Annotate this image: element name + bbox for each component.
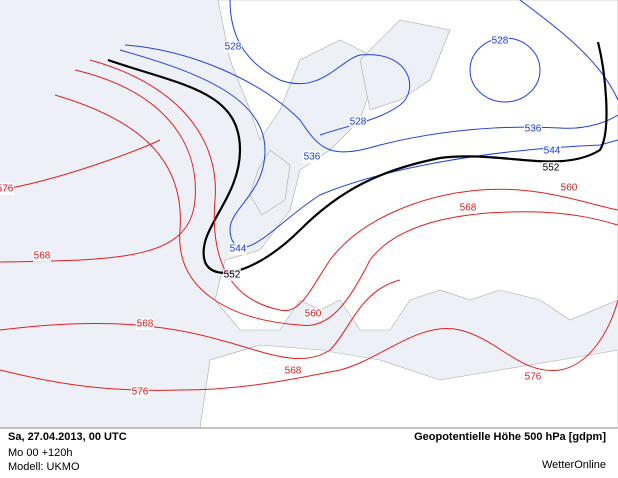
label-bg	[0, 183, 14, 195]
contour-label: 528	[350, 117, 367, 128]
label-bg	[491, 35, 509, 47]
label-bg	[524, 371, 542, 383]
contour-552	[107, 41, 608, 274]
land-europe	[214, 0, 618, 331]
contour-label: 552	[543, 163, 560, 174]
contour-label: 576	[0, 184, 14, 195]
contour-label: 544	[230, 244, 247, 255]
label-bg	[136, 318, 154, 330]
contour-568	[0, 279, 401, 360]
contour-labels: 5285285285365365445445525525605685765685…	[0, 35, 578, 398]
datetime: Sa, 27.04.2013, 00 UTC	[8, 431, 127, 443]
label-bg	[131, 386, 149, 398]
label-bg	[304, 308, 322, 320]
contour-568	[54, 94, 618, 327]
contour-label: 536	[525, 124, 542, 135]
label-bg	[459, 202, 477, 214]
label-bg	[542, 162, 560, 174]
label-bg	[229, 243, 247, 255]
label-bg	[524, 123, 542, 135]
contour-label: 528	[492, 36, 509, 47]
contour-label: 560	[305, 309, 322, 320]
label-bg	[284, 365, 302, 377]
contour-label: 536	[304, 152, 321, 163]
contour-label: 568	[460, 203, 477, 214]
contour-label: 560	[561, 183, 578, 194]
baltic	[359, 19, 451, 111]
contour-528	[229, 0, 410, 136]
map-title: Geopotentielle Höhe 500 hPa [gdpm]	[414, 431, 606, 443]
model: Modell: UKMO	[8, 461, 80, 473]
contour-label: 576	[132, 387, 149, 398]
contour-label: 568	[285, 366, 302, 377]
label-bg	[223, 269, 241, 281]
contour-label: 552	[224, 270, 241, 281]
contour-528	[519, 0, 618, 101]
label-bg	[224, 41, 242, 53]
island	[249, 149, 291, 216]
contour-label: 568	[34, 251, 51, 262]
footer	[0, 428, 618, 478]
label-bg	[543, 145, 561, 157]
label-bg	[33, 250, 51, 262]
contour-label: 568	[137, 319, 154, 330]
contour-560	[89, 59, 618, 312]
contour-536	[124, 44, 618, 153]
contour-576	[0, 139, 161, 191]
label-bg	[349, 116, 367, 128]
label-bg	[303, 151, 321, 163]
contour-label: 544	[544, 146, 561, 157]
label-bg	[560, 182, 578, 194]
land-africa	[199, 344, 618, 429]
contour-568	[0, 69, 196, 263]
brand: WetterOnline	[542, 459, 606, 471]
contour-label: 528	[225, 42, 242, 53]
contour-544	[119, 49, 618, 248]
contour-label: 576	[525, 372, 542, 383]
run: Mo 00 +120h	[8, 447, 73, 459]
